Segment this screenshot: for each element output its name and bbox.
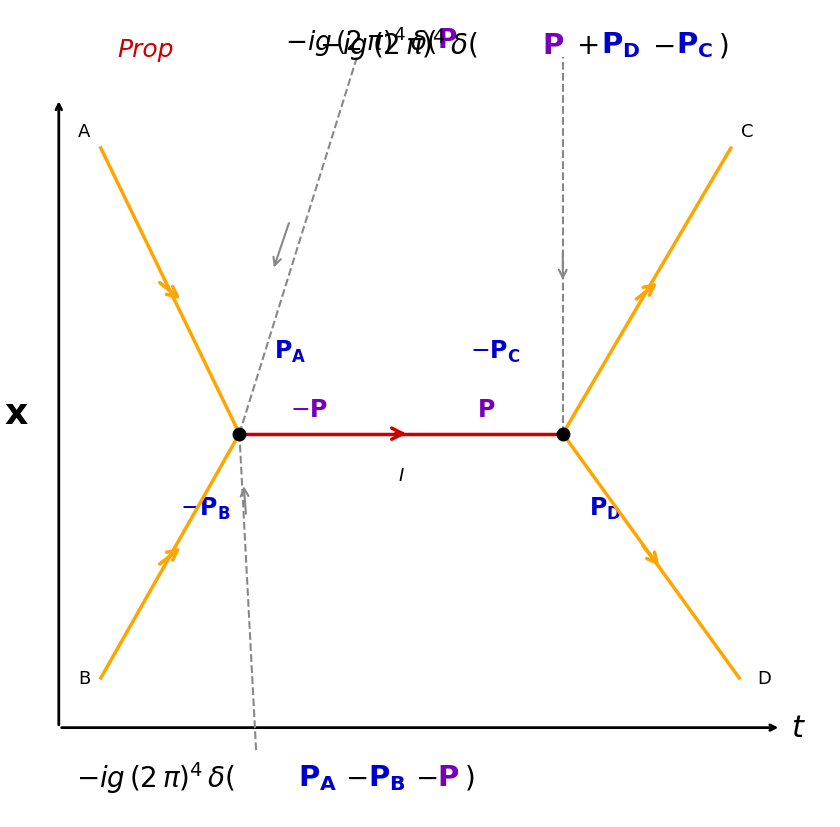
Text: $\,+\,$: $\,+\,$ — [567, 31, 599, 60]
Text: Prop: Prop — [118, 38, 174, 61]
Text: $\,-\,$: $\,-\,$ — [643, 31, 675, 60]
Text: $\mathbf{P}_\mathbf{B}$: $\mathbf{P}_\mathbf{B}$ — [368, 762, 406, 792]
Text: $\mathbf{P}_\mathbf{C}$: $\mathbf{P}_\mathbf{C}$ — [676, 31, 713, 60]
Text: $-\mathbf{P}$: $-\mathbf{P}$ — [290, 398, 328, 421]
Text: D: D — [758, 669, 771, 687]
Text: A: A — [78, 123, 90, 141]
Text: $\mathbf{P}$: $\mathbf{P}$ — [477, 398, 496, 421]
Text: $\,-\,$: $\,-\,$ — [406, 763, 438, 791]
Text: I: I — [398, 466, 404, 485]
Text: $-ig\,(2\,\pi)^4\,\delta($: $-ig\,(2\,\pi)^4\,\delta($ — [319, 27, 478, 64]
Text: $\mathbf{P}_\mathbf{A}$: $\mathbf{P}_\mathbf{A}$ — [274, 338, 306, 365]
Text: $\mathbf{P}$: $\mathbf{P}$ — [542, 31, 564, 60]
Text: $\mathbf{P}_\mathbf{A}$: $\mathbf{P}_\mathbf{A}$ — [298, 762, 338, 792]
Text: $-\mathbf{P}_\mathbf{C}$: $-\mathbf{P}_\mathbf{C}$ — [470, 338, 521, 365]
Text: $\mathbf{P}_\mathbf{D}$: $\mathbf{P}_\mathbf{D}$ — [601, 31, 640, 60]
Text: $\,-\,$: $\,-\,$ — [336, 763, 368, 791]
Text: B: B — [78, 669, 90, 687]
Text: $\mathbf{x}$: $\mathbf{x}$ — [4, 396, 29, 431]
Text: $-\mathbf{P}_\mathbf{B}$: $-\mathbf{P}_\mathbf{B}$ — [181, 495, 231, 522]
Text: C: C — [742, 123, 753, 141]
Text: $-ig\,(2\,\pi)^4\,\delta($: $-ig\,(2\,\pi)^4\,\delta($ — [76, 759, 234, 796]
Text: $\mathbf{P}$: $\mathbf{P}$ — [437, 28, 457, 55]
Text: $-ig\,(2\,\pi)^4\,\delta($: $-ig\,(2\,\pi)^4\,\delta($ — [286, 24, 437, 59]
Text: $\,)$: $\,)$ — [460, 762, 475, 792]
Text: $t$: $t$ — [790, 713, 806, 743]
Text: $\mathbf{P}$: $\mathbf{P}$ — [437, 763, 459, 791]
Text: $\mathbf{P}_\mathbf{D}$: $\mathbf{P}_\mathbf{D}$ — [589, 495, 621, 522]
Text: $\,)$: $\,)$ — [714, 31, 729, 60]
